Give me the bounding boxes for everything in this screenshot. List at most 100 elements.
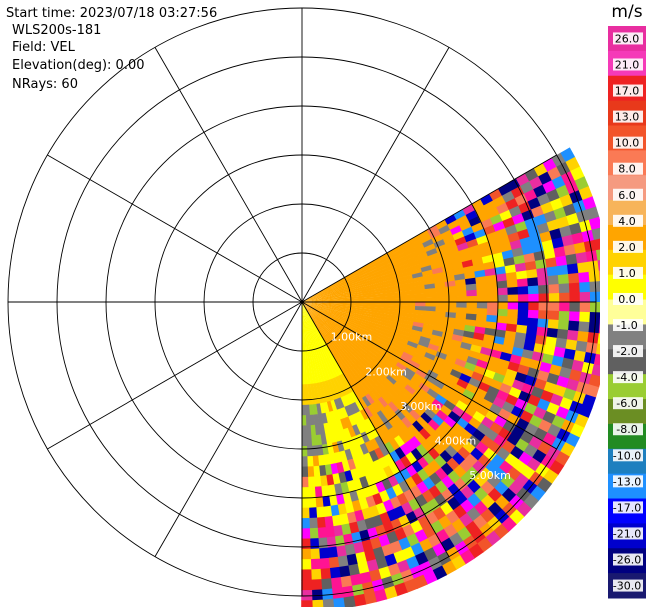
velocity-gate xyxy=(438,369,451,380)
velocity-gate xyxy=(491,252,504,262)
velocity-gate xyxy=(337,276,348,283)
velocity-gate xyxy=(541,239,555,252)
velocity-gate xyxy=(302,312,305,324)
velocity-gate xyxy=(326,346,334,358)
velocity-gate xyxy=(551,237,565,250)
velocity-gate xyxy=(331,473,341,485)
velocity-gate xyxy=(597,333,600,345)
velocity-gate xyxy=(301,435,308,447)
velocity-gate xyxy=(547,275,560,286)
colorbar-tick-label: 2.0 xyxy=(618,241,636,254)
velocity-gate xyxy=(321,337,328,348)
velocity-gate xyxy=(415,368,428,379)
velocity-gate xyxy=(420,234,433,244)
velocity-gate xyxy=(538,284,550,295)
colorbar-block xyxy=(608,573,646,599)
velocity-gate xyxy=(509,239,523,251)
velocity-gate xyxy=(451,405,465,418)
velocity-gate xyxy=(382,282,394,288)
velocity-gate xyxy=(319,568,332,580)
range-ring-label: 3.00km xyxy=(400,400,442,413)
velocity-gate xyxy=(302,332,305,344)
velocity-gate xyxy=(394,343,406,353)
velocity-gate xyxy=(454,279,467,287)
velocity-gate xyxy=(414,247,427,257)
velocity-gate xyxy=(384,304,396,309)
velocity-gate xyxy=(388,462,401,476)
velocity-gate xyxy=(480,416,495,430)
velocity-gate xyxy=(326,357,334,369)
velocity-gate xyxy=(528,293,540,303)
velocity-gate xyxy=(350,317,362,324)
velocity-gate xyxy=(346,480,357,493)
velocity-gate xyxy=(410,460,424,474)
velocity-gate xyxy=(556,328,569,340)
velocity-gate xyxy=(546,188,561,203)
velocity-gate xyxy=(331,308,343,313)
velocity-gate xyxy=(557,273,570,285)
velocity-gate xyxy=(307,383,312,395)
velocity-gate xyxy=(381,321,393,328)
velocity-gate xyxy=(357,270,369,278)
velocity-gate xyxy=(521,349,534,360)
velocity-gate xyxy=(306,311,312,322)
velocity-gate xyxy=(341,285,352,291)
velocity-gate xyxy=(350,353,360,364)
colorbar-block xyxy=(608,100,646,126)
velocity-gate xyxy=(464,271,476,280)
velocity-gate xyxy=(301,415,307,426)
velocity-gate xyxy=(390,350,403,360)
velocity-gate xyxy=(392,347,405,356)
velocity-gate xyxy=(456,302,468,309)
velocity-gate xyxy=(433,355,446,366)
velocity-gate xyxy=(363,302,375,305)
velocity-gate xyxy=(381,393,392,406)
velocity-gate xyxy=(577,261,590,274)
velocity-gate xyxy=(514,220,528,233)
velocity-gate xyxy=(426,498,441,513)
velocity-gate xyxy=(387,356,399,366)
velocity-gate xyxy=(301,425,307,437)
velocity-gate xyxy=(343,330,354,339)
velocity-gate xyxy=(414,305,426,311)
velocity-gate xyxy=(407,498,421,512)
velocity-gate xyxy=(303,312,305,323)
velocity-gate xyxy=(582,394,597,409)
velocity-gate xyxy=(358,529,371,543)
velocity-gate xyxy=(330,577,343,590)
velocity-gate xyxy=(332,305,344,308)
velocity-gate xyxy=(306,373,311,385)
velocity-gate xyxy=(378,267,390,275)
velocity-gate xyxy=(351,412,361,425)
velocity-gate xyxy=(556,375,570,389)
velocity-gate xyxy=(585,342,599,355)
velocity-gate xyxy=(365,263,377,271)
colorbar-tick-label: -13.0 xyxy=(613,475,641,488)
velocity-gate xyxy=(399,266,412,274)
velocity-gate xyxy=(437,346,450,356)
velocity-gate xyxy=(513,254,526,266)
velocity-gate xyxy=(349,340,360,349)
velocity-gate xyxy=(307,486,316,498)
velocity-gate xyxy=(487,501,503,517)
velocity-gate xyxy=(370,276,382,283)
velocity-gate xyxy=(447,374,460,385)
velocity-gate xyxy=(501,249,514,260)
velocity-gate xyxy=(352,291,364,295)
velocity-gate xyxy=(573,350,587,363)
velocity-gate xyxy=(507,309,519,318)
velocity-gate xyxy=(377,396,389,409)
velocity-gate xyxy=(326,334,334,345)
velocity-gate xyxy=(306,445,313,457)
velocity-gate xyxy=(475,320,487,329)
velocity-gate xyxy=(526,325,538,336)
velocity-gate xyxy=(418,382,431,394)
velocity-gate xyxy=(538,302,550,312)
velocity-gate xyxy=(399,569,414,584)
velocity-gate xyxy=(340,361,349,373)
velocity-gate xyxy=(383,429,395,443)
velocity-gate xyxy=(572,199,587,214)
colorbar-tick-bg xyxy=(613,84,643,97)
velocity-gate xyxy=(353,509,365,523)
velocity-gate xyxy=(407,380,419,392)
